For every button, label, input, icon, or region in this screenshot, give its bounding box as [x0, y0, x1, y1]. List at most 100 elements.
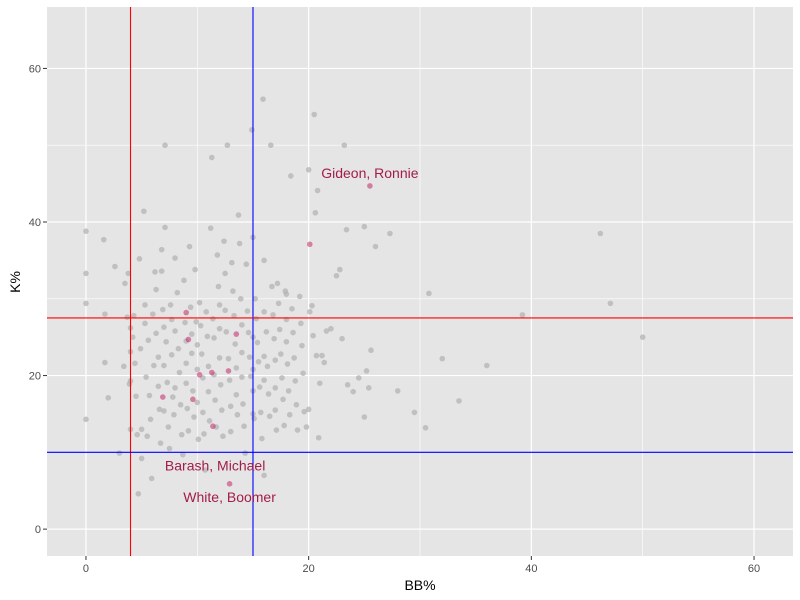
- data-point: [197, 322, 204, 329]
- data-point: [254, 339, 261, 346]
- data-point: [159, 306, 166, 313]
- data-point: [261, 472, 267, 479]
- data-point: [165, 424, 172, 430]
- data-point: [243, 261, 250, 268]
- data-point: [149, 311, 156, 317]
- data-point: [227, 403, 234, 410]
- data-point: [239, 349, 245, 356]
- data-point: [83, 270, 89, 277]
- data-point: [239, 374, 245, 380]
- highlight-point: [306, 241, 313, 248]
- data-point: [226, 377, 233, 383]
- data-point: [216, 302, 223, 308]
- data-point: [222, 307, 228, 314]
- data-point: [305, 406, 312, 413]
- data-point: [220, 433, 226, 440]
- data-point: [222, 270, 228, 277]
- data-point: [121, 363, 127, 370]
- data-point: [164, 379, 171, 386]
- data-point: [122, 280, 128, 287]
- data-point: [252, 295, 259, 302]
- data-point: [200, 409, 206, 416]
- data-point: [263, 328, 270, 335]
- x-axis-ticks: 0 20 40 60: [83, 556, 760, 575]
- data-point: [242, 450, 248, 456]
- data-point: [293, 401, 300, 408]
- data-point: [284, 361, 291, 367]
- data-point: [223, 328, 230, 335]
- data-point: [343, 226, 350, 233]
- data-point: [294, 427, 301, 433]
- data-point: [153, 330, 159, 337]
- data-point: [261, 309, 267, 315]
- data-point: [319, 352, 325, 359]
- data-point: [341, 142, 348, 149]
- data-point: [253, 315, 260, 322]
- data-point: [163, 338, 169, 345]
- data-point: [83, 228, 89, 235]
- data-point: [256, 384, 263, 390]
- data-point: [292, 378, 299, 384]
- highlight-point: [159, 394, 166, 400]
- data-point: [233, 365, 240, 371]
- data-point: [260, 96, 266, 102]
- data-point: [138, 426, 145, 433]
- data-point: [105, 395, 112, 401]
- data-point: [203, 309, 210, 315]
- data-point: [174, 289, 181, 296]
- data-point: [299, 342, 305, 349]
- data-point: [439, 355, 446, 362]
- highlight-point: [233, 331, 240, 337]
- data-point: [368, 347, 374, 354]
- data-point: [162, 224, 168, 231]
- data-point: [236, 240, 243, 247]
- data-point: [350, 388, 356, 395]
- data-point: [271, 335, 277, 342]
- point-label: Barash, Michael: [165, 457, 265, 473]
- y-axis-ticks: 0 20 40 60: [29, 63, 47, 536]
- data-point: [134, 431, 140, 438]
- data-point: [212, 397, 218, 403]
- reference-lines: [47, 7, 793, 556]
- data-point: [219, 407, 225, 413]
- data-point: [187, 304, 194, 311]
- data-point: [249, 127, 255, 133]
- data-point: [158, 246, 165, 253]
- data-point: [171, 411, 177, 418]
- data-point: [133, 393, 139, 400]
- data-point: [142, 302, 148, 308]
- y-tick-label: 40: [29, 217, 41, 229]
- data-point: [146, 392, 153, 399]
- data-point: [136, 256, 143, 262]
- data-point: [313, 352, 320, 359]
- data-point: [288, 173, 294, 179]
- data-point: [202, 467, 208, 473]
- data-point: [172, 255, 178, 261]
- data-point: [281, 422, 287, 429]
- data-point: [289, 305, 295, 312]
- highlight-point: [367, 183, 373, 189]
- data-point: [261, 377, 267, 383]
- data-point: [333, 272, 340, 279]
- data-point: [265, 391, 272, 397]
- data-point: [172, 328, 178, 334]
- data-point: [221, 238, 227, 244]
- data-point: [83, 416, 89, 423]
- data-point: [484, 362, 490, 369]
- series-all-players: [83, 96, 646, 497]
- data-point: [426, 290, 432, 297]
- data-point: [178, 431, 185, 438]
- data-point: [125, 270, 132, 277]
- data-point: [273, 427, 280, 433]
- data-point: [237, 295, 244, 302]
- data-point: [137, 345, 144, 352]
- data-point: [132, 360, 138, 367]
- data-point: [158, 268, 165, 274]
- data-point: [143, 374, 149, 380]
- data-point: [303, 424, 310, 430]
- data-point: [272, 357, 279, 364]
- data-point: [112, 263, 118, 270]
- y-tick-label: 60: [29, 63, 41, 75]
- data-point: [194, 399, 201, 406]
